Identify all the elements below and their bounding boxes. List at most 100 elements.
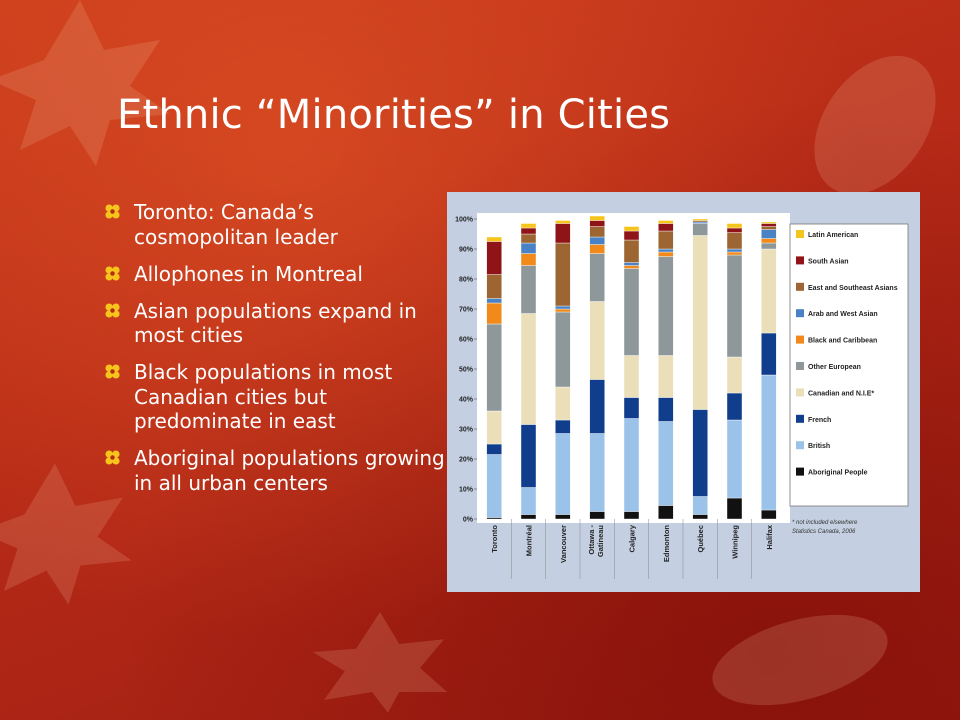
- bar-segment: [520, 514, 537, 520]
- bar-segment: [658, 220, 674, 224]
- bar-segment: [486, 236, 502, 242]
- legend-label: British: [808, 443, 830, 450]
- bar-segment: [555, 220, 571, 224]
- bar-segment: [692, 409, 708, 497]
- bar-segment: [658, 421, 674, 506]
- bar-segment: [726, 254, 743, 358]
- legend-swatch: [796, 282, 804, 291]
- bar-segment: [761, 374, 777, 511]
- bar-segment: [589, 236, 605, 245]
- leaf-decoration-4: [712, 614, 888, 706]
- bar-segment: [623, 511, 640, 520]
- chart-footnote: Statistics Canada, 2006: [792, 529, 856, 535]
- bar-segment: [761, 221, 777, 224]
- bar-segment: [555, 514, 571, 520]
- flower-bullet-icon: [105, 364, 120, 379]
- bar-segment: [623, 239, 640, 263]
- bar-segment: [692, 220, 708, 223]
- bar-segment: [726, 392, 743, 421]
- bullet-text: Black populations in most Canadian citie…: [134, 360, 393, 433]
- legend-label: East and Southeast Asians: [808, 285, 898, 292]
- bar-segment: [692, 514, 708, 520]
- bar-segment: [589, 226, 605, 238]
- chart-panel: 0% 10% 20% 30% 40% 50% 60% 70% 80% 90% 100% Toronto…: [447, 192, 920, 592]
- bullet-list: Toronto: Canada’s cosmopolitan leader Al…: [104, 200, 449, 508]
- bullet-item: Allophones in Montreal: [104, 262, 449, 287]
- bar-segment: [520, 265, 537, 314]
- bar-segment: [658, 251, 674, 257]
- bar-segment: [623, 265, 640, 269]
- bar-segment: [726, 497, 743, 520]
- bar-segment: [726, 232, 743, 250]
- bar-segment: [726, 251, 743, 256]
- bar-segment: [486, 241, 502, 275]
- stacked-bar-chart: 0% 10% 20% 30% 40% 50% 60% 70% 80% 90% 100% Toronto…: [455, 213, 909, 579]
- leaf-decoration-5: [312, 612, 448, 713]
- bullet-text: Aboriginal populations growing in all ur…: [134, 446, 445, 495]
- bar-segment: [589, 379, 605, 434]
- y-tick-label: 10%: [459, 487, 474, 494]
- bar-segment: [623, 397, 640, 419]
- legend-label: Latin American: [808, 232, 858, 239]
- legend-label: South Asian: [808, 258, 849, 265]
- bar-segment: [589, 244, 605, 254]
- bullet-item: Toronto: Canada’s cosmopolitan leader: [104, 200, 449, 249]
- bar-segment: [589, 511, 605, 520]
- legend-label: Black and Caribbean: [808, 338, 877, 345]
- x-tick-label: Vancouver: [559, 525, 568, 563]
- bar-segment: [555, 223, 571, 244]
- bar-segment: [520, 253, 537, 266]
- bullet-item: Asian populations expand in most cities: [104, 299, 449, 348]
- bar-segment: [658, 223, 674, 232]
- bar-segment: [761, 248, 777, 334]
- bar-segment: [761, 223, 777, 227]
- bar-segment: [658, 355, 674, 398]
- bar-segment: [486, 302, 502, 325]
- y-tick-label: 100%: [455, 217, 474, 224]
- bullet-item: Black populations in most Canadian citie…: [104, 360, 449, 434]
- bar-segment: [726, 356, 743, 394]
- flower-bullet-icon: [105, 302, 120, 318]
- legend-swatch: [796, 230, 804, 238]
- bar-segment: [761, 242, 777, 250]
- y-tick-label: 80%: [459, 277, 474, 284]
- bar-segment: [726, 227, 743, 233]
- y-tick-label: 30%: [459, 427, 474, 434]
- y-tick-label: 70%: [459, 307, 474, 314]
- bar-segment: [692, 235, 708, 410]
- bar-segment: [555, 308, 571, 313]
- legend-label: Canadian and N.I.E*: [808, 390, 874, 397]
- bar-segment: [692, 223, 708, 236]
- bar-segment: [761, 229, 777, 239]
- legend-swatch: [796, 441, 804, 450]
- bar-segment: [726, 223, 743, 229]
- bar-segment: [520, 242, 537, 254]
- legend-label: Arab and West Asian: [808, 311, 878, 318]
- leaf-decoration-1: [0, 0, 170, 166]
- bar-segment: [589, 433, 605, 512]
- legend-swatch: [796, 309, 804, 318]
- x-tick-label: Edmonton: [662, 525, 671, 562]
- x-tick-label: Halifax: [765, 524, 774, 549]
- bar-segment: [555, 433, 571, 515]
- bar-segment: [486, 298, 502, 304]
- legend-label: Other European: [808, 364, 861, 371]
- y-tick-label: 90%: [459, 247, 474, 254]
- bar-segment: [761, 332, 777, 376]
- x-tick-label: Ottawa -Gatineau: [587, 525, 605, 558]
- legend-swatch: [796, 335, 804, 344]
- flower-bullet-icon: [105, 265, 120, 281]
- bar-segment: [520, 424, 537, 488]
- bar-segment: [589, 301, 605, 380]
- bar-segment: [589, 215, 605, 221]
- x-tick-label: Québec: [696, 525, 705, 553]
- legend-label: Aboriginal People: [808, 470, 868, 477]
- legend-swatch: [796, 256, 804, 265]
- bar-segment: [623, 418, 640, 512]
- bar-segment: [692, 218, 708, 221]
- bar-segment: [486, 274, 502, 299]
- bar-segment: [520, 227, 537, 235]
- flower-bullet-icon: [105, 450, 120, 465]
- bar-segment: [658, 505, 674, 520]
- bar-segment: [589, 253, 605, 302]
